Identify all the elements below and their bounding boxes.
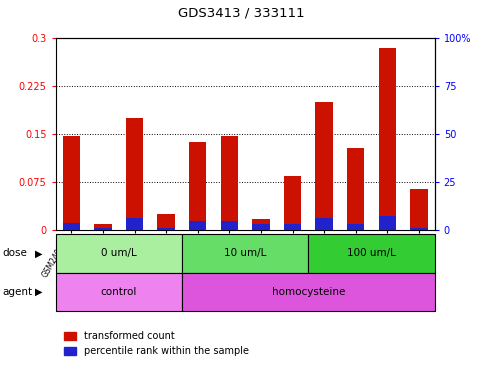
Text: 0 um/L: 0 um/L bbox=[101, 248, 137, 258]
Bar bbox=[157, 214, 175, 230]
Bar bbox=[221, 136, 238, 230]
Bar bbox=[94, 224, 112, 230]
Bar bbox=[56, 273, 182, 311]
Bar bbox=[347, 149, 364, 230]
Text: dose: dose bbox=[2, 248, 28, 258]
Bar bbox=[347, 224, 364, 230]
Bar bbox=[56, 234, 182, 273]
Bar bbox=[252, 224, 270, 230]
Text: 100 um/L: 100 um/L bbox=[347, 248, 396, 258]
Bar bbox=[379, 216, 396, 230]
Text: ▶: ▶ bbox=[35, 248, 43, 258]
Bar bbox=[221, 221, 238, 230]
Bar bbox=[94, 228, 112, 230]
Text: 10 um/L: 10 um/L bbox=[224, 248, 266, 258]
Bar bbox=[63, 223, 80, 230]
Bar bbox=[252, 219, 270, 230]
Text: agent: agent bbox=[2, 287, 32, 297]
Bar bbox=[379, 48, 396, 230]
Bar bbox=[157, 228, 175, 230]
Bar bbox=[126, 218, 143, 230]
Bar bbox=[182, 273, 435, 311]
Text: ▶: ▶ bbox=[35, 287, 43, 297]
Bar bbox=[315, 103, 333, 230]
Bar bbox=[63, 136, 80, 230]
Bar bbox=[189, 222, 206, 230]
Text: control: control bbox=[100, 287, 137, 297]
Bar bbox=[308, 234, 435, 273]
Legend: transformed count, percentile rank within the sample: transformed count, percentile rank withi… bbox=[60, 328, 253, 360]
Bar bbox=[126, 118, 143, 230]
Bar bbox=[182, 234, 308, 273]
Text: homocysteine: homocysteine bbox=[271, 287, 345, 297]
Bar bbox=[410, 228, 427, 230]
Bar bbox=[315, 218, 333, 230]
Bar bbox=[284, 176, 301, 230]
Bar bbox=[284, 224, 301, 230]
Bar bbox=[410, 189, 427, 230]
Text: GDS3413 / 333111: GDS3413 / 333111 bbox=[178, 6, 305, 19]
Bar bbox=[189, 142, 206, 230]
